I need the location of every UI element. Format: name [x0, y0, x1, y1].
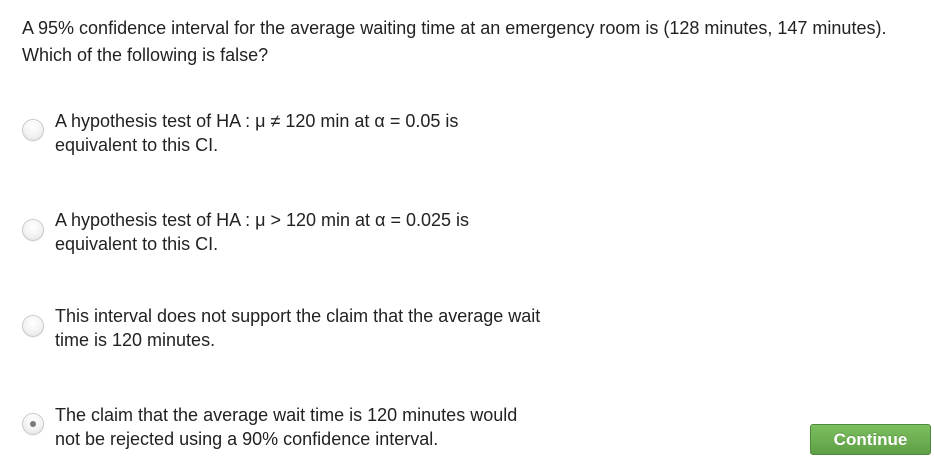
answer-option-3[interactable]: This interval does not support the claim… — [20, 304, 660, 364]
option-4-label: The claim that the average wait time is … — [55, 403, 655, 451]
answer-option-1[interactable]: A hypothesis test of HA : μ ≠ 120 min at… — [20, 109, 660, 169]
radio-button-option-3[interactable] — [22, 315, 44, 337]
option-2-line-1: A hypothesis test of HA : μ > 120 min at… — [55, 210, 470, 230]
answer-option-2[interactable]: A hypothesis test of HA : μ > 120 min at… — [20, 208, 660, 268]
question-text: A 95% confidence interval for the averag… — [22, 18, 887, 65]
continue-button[interactable]: Continue — [810, 424, 931, 455]
option-1-label: A hypothesis test of HA : μ ≠ 120 min at… — [55, 109, 655, 157]
option-1-line-1: A hypothesis test of HA : μ ≠ 120 min at… — [55, 111, 459, 131]
option-2-label: A hypothesis test of HA : μ > 120 min at… — [55, 208, 655, 256]
option-2-line-2: equivalent to this CI. — [55, 234, 219, 254]
option-4-line-2: not be rejected using a 90% confidence i… — [55, 429, 439, 449]
answer-option-4[interactable]: The claim that the average wait time is … — [20, 403, 660, 463]
option-3-line-1: This interval does not support the claim… — [55, 306, 541, 326]
option-3-line-2: time is 120 minutes. — [55, 330, 216, 350]
radio-button-option-2[interactable] — [22, 219, 44, 241]
radio-button-option-4[interactable] — [22, 413, 44, 435]
option-1-line-2: equivalent to this CI. — [55, 135, 219, 155]
radio-button-option-1[interactable] — [22, 119, 44, 141]
option-4-line-1: The claim that the average wait time is … — [55, 405, 518, 425]
option-3-label: This interval does not support the claim… — [55, 304, 655, 352]
